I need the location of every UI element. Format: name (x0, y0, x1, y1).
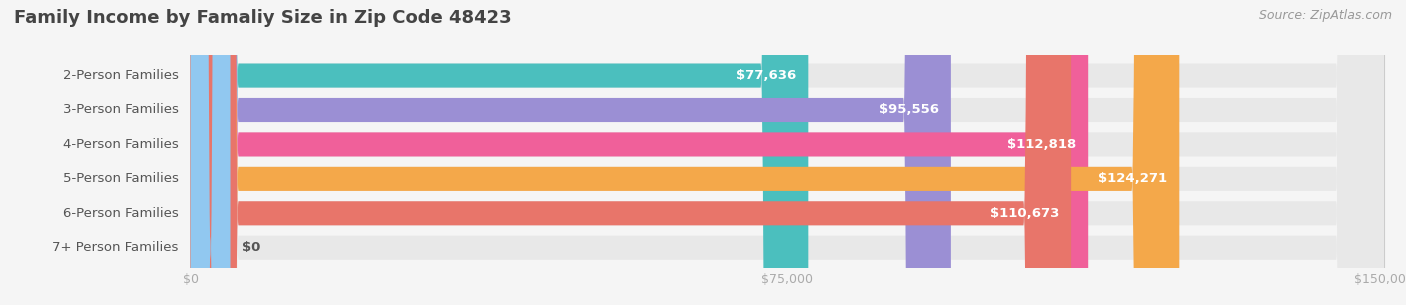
Text: 6-Person Families: 6-Person Families (63, 207, 179, 220)
Text: Family Income by Famaliy Size in Zip Code 48423: Family Income by Famaliy Size in Zip Cod… (14, 9, 512, 27)
FancyBboxPatch shape (191, 0, 231, 305)
Text: $95,556: $95,556 (879, 103, 939, 117)
Text: 4-Person Families: 4-Person Families (63, 138, 179, 151)
Text: $112,818: $112,818 (1007, 138, 1076, 151)
FancyBboxPatch shape (191, 0, 950, 305)
Text: 7+ Person Families: 7+ Person Families (52, 241, 179, 254)
FancyBboxPatch shape (191, 0, 1384, 305)
FancyBboxPatch shape (191, 0, 1384, 305)
FancyBboxPatch shape (191, 0, 1071, 305)
FancyBboxPatch shape (191, 0, 1088, 305)
Text: $124,271: $124,271 (1098, 172, 1167, 185)
FancyBboxPatch shape (191, 0, 1180, 305)
FancyBboxPatch shape (191, 0, 1384, 305)
FancyBboxPatch shape (191, 0, 1384, 305)
FancyBboxPatch shape (191, 0, 808, 305)
Text: $110,673: $110,673 (990, 207, 1059, 220)
Text: $0: $0 (242, 241, 262, 254)
Text: 2-Person Families: 2-Person Families (63, 69, 179, 82)
Text: Source: ZipAtlas.com: Source: ZipAtlas.com (1258, 9, 1392, 22)
Text: $77,636: $77,636 (737, 69, 796, 82)
Text: 5-Person Families: 5-Person Families (63, 172, 179, 185)
Text: 3-Person Families: 3-Person Families (63, 103, 179, 117)
FancyBboxPatch shape (191, 0, 1384, 305)
FancyBboxPatch shape (191, 0, 1384, 305)
